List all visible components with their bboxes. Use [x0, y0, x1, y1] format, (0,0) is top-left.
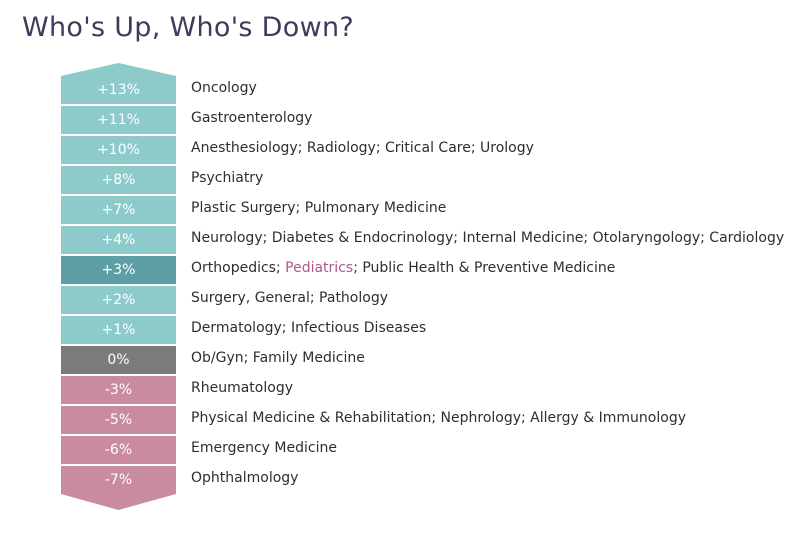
specialty-text: Physical Medicine & Rehabilitation; Neph…: [191, 410, 686, 426]
value-label: +11%: [97, 112, 140, 128]
value-segment: -6%: [61, 436, 176, 464]
specialty-text: Plastic Surgery; Pulmonary Medicine: [191, 200, 447, 216]
specialty-text: Surgery, General; Pathology: [191, 290, 388, 306]
value-segment: +7%: [61, 196, 176, 224]
value-segment: +2%: [61, 286, 176, 314]
value-label: +1%: [101, 322, 136, 338]
specialty-label: Psychiatry: [191, 170, 263, 186]
specialty-text: Rheumatology: [191, 380, 293, 396]
value-segment: -3%: [61, 376, 176, 404]
specialty-label: Ophthalmology: [191, 470, 298, 486]
specialty-label: Oncology: [191, 80, 257, 96]
value-segment: +3%: [61, 256, 176, 284]
specialty-label: Dermatology; Infectious Diseases: [191, 320, 426, 336]
highlighted-specialty: Pediatrics: [285, 260, 354, 276]
value-label: +8%: [101, 172, 136, 188]
value-label: +7%: [101, 202, 136, 218]
value-segment: -7%: [61, 466, 176, 510]
value-segment: +1%: [61, 316, 176, 344]
value-segment: +8%: [61, 166, 176, 194]
value-label: -7%: [104, 472, 133, 488]
specialty-label: Neurology; Diabetes & Endocrinology; Int…: [191, 230, 784, 246]
specialty-text: Oncology: [191, 80, 257, 96]
specialty-label: Ob/Gyn; Family Medicine: [191, 350, 365, 366]
specialty-text: Orthopedics;: [191, 260, 286, 276]
value-label: -3%: [104, 382, 133, 398]
value-segment: 0%: [61, 346, 176, 374]
specialty-label: Orthopedics; Pediatrics; Public Health &…: [191, 260, 615, 276]
value-label: +10%: [97, 142, 140, 158]
specialty-label: Physical Medicine & Rehabilitation; Neph…: [191, 410, 686, 426]
specialty-text: Emergency Medicine: [191, 440, 337, 456]
specialty-label: Gastroenterology: [191, 110, 312, 126]
value-segment: +4%: [61, 226, 176, 254]
specialty-label: Surgery, General; Pathology: [191, 290, 388, 306]
value-label: 0%: [107, 352, 130, 368]
specialty-text: Psychiatry: [191, 170, 264, 186]
page-title: Who's Up, Who's Down?: [22, 12, 355, 43]
specialty-label: Rheumatology: [191, 380, 293, 396]
value-segment: +11%: [61, 106, 176, 134]
value-label: +4%: [101, 232, 136, 248]
specialty-text: Gastroenterology: [191, 110, 313, 126]
specialty-label: Emergency Medicine: [191, 440, 337, 456]
value-segment: +10%: [61, 136, 176, 164]
value-label: -5%: [104, 412, 133, 428]
specialty-text: Anesthesiology; Radiology; Critical Care…: [191, 140, 534, 156]
value-label: +3%: [101, 262, 136, 278]
specialty-label: Anesthesiology; Radiology; Critical Care…: [191, 140, 534, 156]
value-label: +2%: [101, 292, 136, 308]
value-segment: +13%: [61, 63, 176, 104]
value-label: +13%: [97, 82, 140, 98]
specialty-label: Plastic Surgery; Pulmonary Medicine: [191, 200, 446, 216]
specialty-text: Neurology; Diabetes & Endocrinology; Int…: [191, 230, 785, 246]
specialty-text: Dermatology; Infectious Diseases: [191, 320, 427, 336]
value-segment: -5%: [61, 406, 176, 434]
specialty-text: Ophthalmology: [191, 470, 299, 486]
specialty-text: Ob/Gyn; Family Medicine: [191, 350, 365, 366]
value-label: -6%: [104, 442, 133, 458]
specialty-text: ; Public Health & Preventive Medicine: [353, 260, 616, 276]
